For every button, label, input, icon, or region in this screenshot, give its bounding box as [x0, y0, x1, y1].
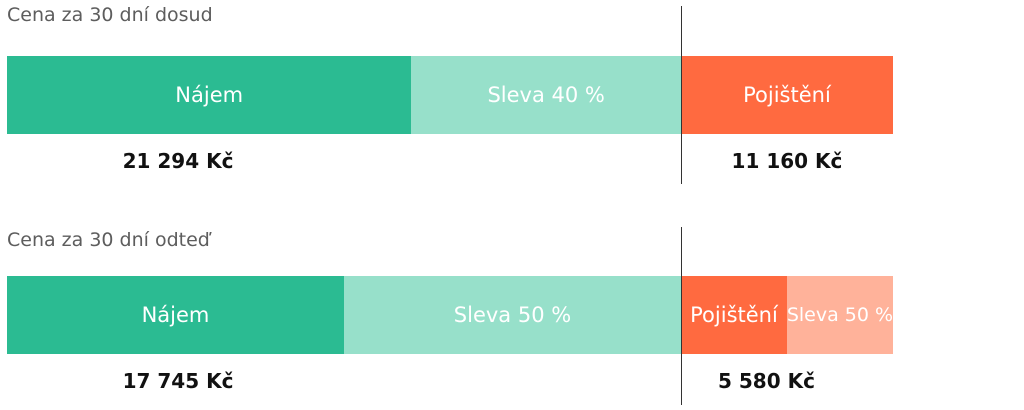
bar-segment-rent-discount-new: Sleva 50 % — [344, 276, 681, 354]
bar-segment-rent-current: Nájem — [7, 56, 412, 134]
bar-segment-rent-discount-current: Sleva 40 % — [411, 56, 681, 134]
amount-label-rent-current: 21 294 Kč — [122, 149, 234, 173]
bar-segment-insurance-current: Pojištění — [681, 56, 893, 134]
amount-label-rent-new: 17 745 Kč — [122, 369, 234, 393]
bar-segment-insurance-discount-new: Sleva 50 % — [786, 276, 893, 354]
bar-segment-insurance-new: Pojištění — [681, 276, 787, 354]
row-title-current: Cena za 30 dní dosud — [7, 4, 213, 26]
amount-label-insurance-new: 5 580 Kč — [718, 369, 815, 393]
bar-segment-rent-new: Nájem — [7, 276, 344, 354]
divider-line-new — [681, 227, 682, 405]
row-title-new: Cena za 30 dní odteď — [7, 229, 210, 251]
divider-line-current — [681, 6, 682, 184]
amount-label-insurance-current: 11 160 Kč — [731, 149, 843, 173]
